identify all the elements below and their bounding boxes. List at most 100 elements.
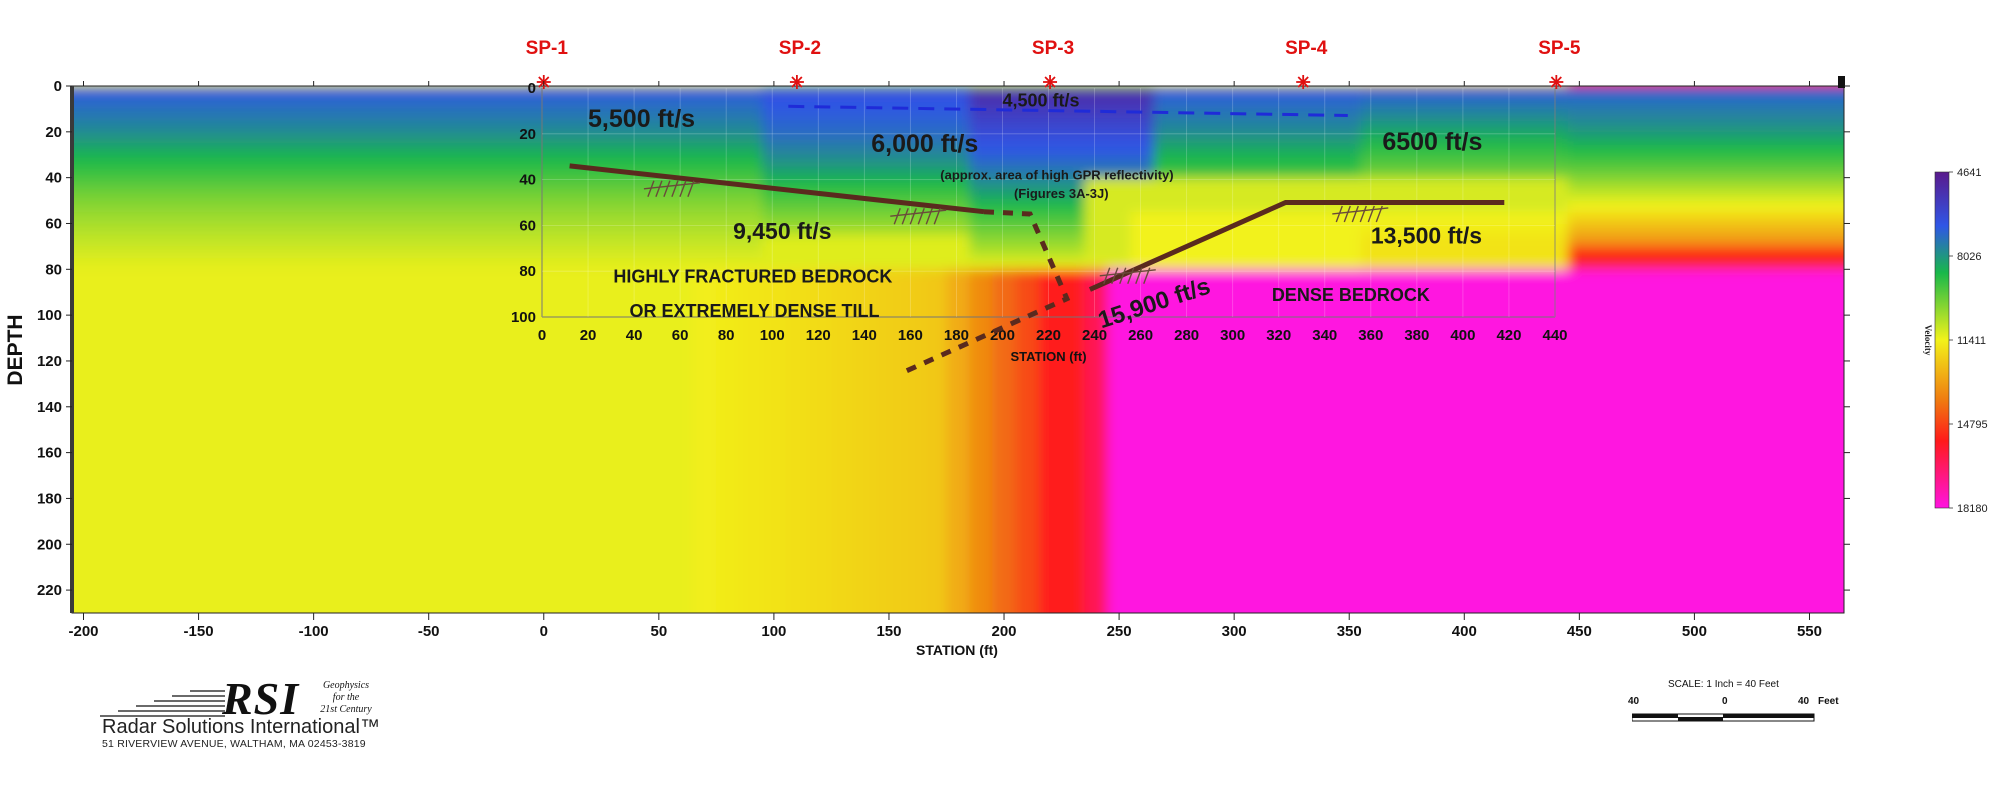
heatmap-cell	[1176, 212, 1201, 225]
heatmap-cell	[1590, 509, 1615, 523]
heatmap-cell	[417, 177, 442, 191]
heatmap-cell	[1153, 131, 1178, 145]
heatmap-cell	[440, 303, 465, 317]
heatmap-cell	[302, 177, 327, 191]
heatmap-cell	[164, 131, 189, 145]
heatmap-cell	[348, 578, 373, 592]
heatmap-cell	[1245, 544, 1270, 557]
heatmap-cell	[302, 303, 327, 317]
heatmap-cell	[1659, 234, 1684, 248]
heatmap-cell	[1429, 86, 1454, 99]
heatmap-cell	[486, 406, 511, 420]
heatmap-cell	[555, 613, 579, 626]
heatmap-cell	[371, 406, 396, 420]
x-tick-label: 0	[540, 623, 548, 640]
heatmap-cell	[1475, 166, 1500, 179]
heatmap-cell	[578, 452, 603, 466]
heatmap-cell	[1015, 532, 1040, 546]
heatmap-cell	[1521, 303, 1546, 317]
heatmap-cell	[854, 349, 879, 362]
heatmap-cell	[1383, 292, 1408, 305]
heatmap-cell	[1728, 166, 1753, 179]
heatmap-cell	[854, 498, 879, 511]
heatmap-cell	[670, 326, 695, 340]
heatmap-cell	[118, 154, 142, 168]
heatmap-cell	[1544, 441, 1569, 454]
heatmap-cell	[394, 280, 419, 294]
heatmap-cell	[233, 326, 258, 340]
heatmap-cell	[1728, 86, 1753, 99]
heatmap-cell	[762, 131, 787, 145]
heatmap-cell	[1199, 86, 1224, 99]
heatmap-cell	[1728, 303, 1753, 317]
heatmap-cell	[141, 383, 165, 397]
heatmap-cell	[1245, 280, 1270, 294]
heatmap-cell	[1337, 567, 1362, 580]
heatmap-cell	[1015, 475, 1040, 488]
heatmap-cell	[302, 601, 327, 613]
heatmap-cell	[1521, 86, 1546, 99]
heatmap-cell	[1314, 246, 1339, 259]
heatmap-cell	[1383, 429, 1408, 443]
heatmap-cell	[601, 86, 626, 99]
heatmap-cell	[1844, 246, 1868, 259]
heatmap-cell	[1406, 498, 1431, 511]
heatmap-cell	[1498, 86, 1523, 87]
heatmap-cell	[670, 475, 695, 488]
heatmap-cell	[624, 86, 649, 87]
heatmap-cell	[256, 234, 281, 248]
heatmap-cell	[1245, 429, 1270, 443]
heatmap-cell	[900, 234, 925, 248]
heatmap-cell	[72, 578, 96, 592]
heatmap-cell	[854, 555, 879, 569]
heatmap-cell	[1222, 464, 1247, 477]
heatmap-cell	[371, 429, 396, 443]
heatmap-cell	[1659, 429, 1684, 443]
heatmap-cell	[1613, 418, 1638, 431]
heatmap-cell	[670, 349, 695, 362]
heatmap-cell	[1452, 143, 1477, 156]
heatmap-cell	[1659, 532, 1684, 546]
heatmap-cell	[1406, 544, 1431, 557]
heatmap-cell	[969, 154, 994, 168]
heatmap-cell	[1107, 395, 1132, 408]
heatmap-cell	[923, 590, 948, 603]
heatmap-cell	[1038, 532, 1063, 546]
heatmap-cell	[1383, 487, 1408, 500]
heatmap-cell	[233, 131, 258, 145]
heatmap-cell	[486, 166, 511, 179]
heatmap-cell	[1821, 223, 1844, 236]
heatmap-cell	[831, 406, 856, 420]
heatmap-cell	[1590, 441, 1615, 454]
heatmap-cell	[1176, 338, 1201, 351]
heatmap-cell	[1130, 361, 1155, 374]
heatmap-cell	[325, 601, 350, 613]
heatmap-cell	[348, 223, 373, 236]
heatmap-cell	[601, 509, 626, 523]
heatmap-cell	[1153, 280, 1178, 294]
heatmap-cell	[693, 361, 718, 374]
heatmap-cell	[739, 338, 764, 351]
heatmap-cell	[1521, 131, 1546, 145]
heatmap-cell	[785, 280, 810, 294]
heatmap-cell	[1682, 120, 1707, 133]
heatmap-cell	[1222, 97, 1247, 110]
heatmap-cell	[969, 429, 994, 443]
heatmap-cell	[1590, 246, 1615, 259]
heatmap-cell	[1291, 246, 1316, 259]
heatmap-cell	[256, 257, 281, 271]
heatmap-cell	[831, 86, 856, 87]
heatmap-cell	[325, 418, 350, 431]
heatmap-cell	[1361, 613, 1385, 626]
heatmap-cell	[1498, 429, 1523, 443]
company-name: Radar Solutions International™	[102, 716, 380, 738]
heatmap-cell	[1452, 349, 1477, 362]
heatmap-cell	[785, 361, 810, 374]
heatmap-cell	[601, 590, 626, 603]
heatmap-cell	[1245, 475, 1270, 488]
heatmap-cell	[1521, 441, 1546, 454]
heatmap-cell	[1291, 487, 1316, 500]
heatmap-cell	[1314, 120, 1339, 133]
heatmap-cell	[555, 532, 580, 546]
heatmap-cell	[670, 521, 695, 534]
